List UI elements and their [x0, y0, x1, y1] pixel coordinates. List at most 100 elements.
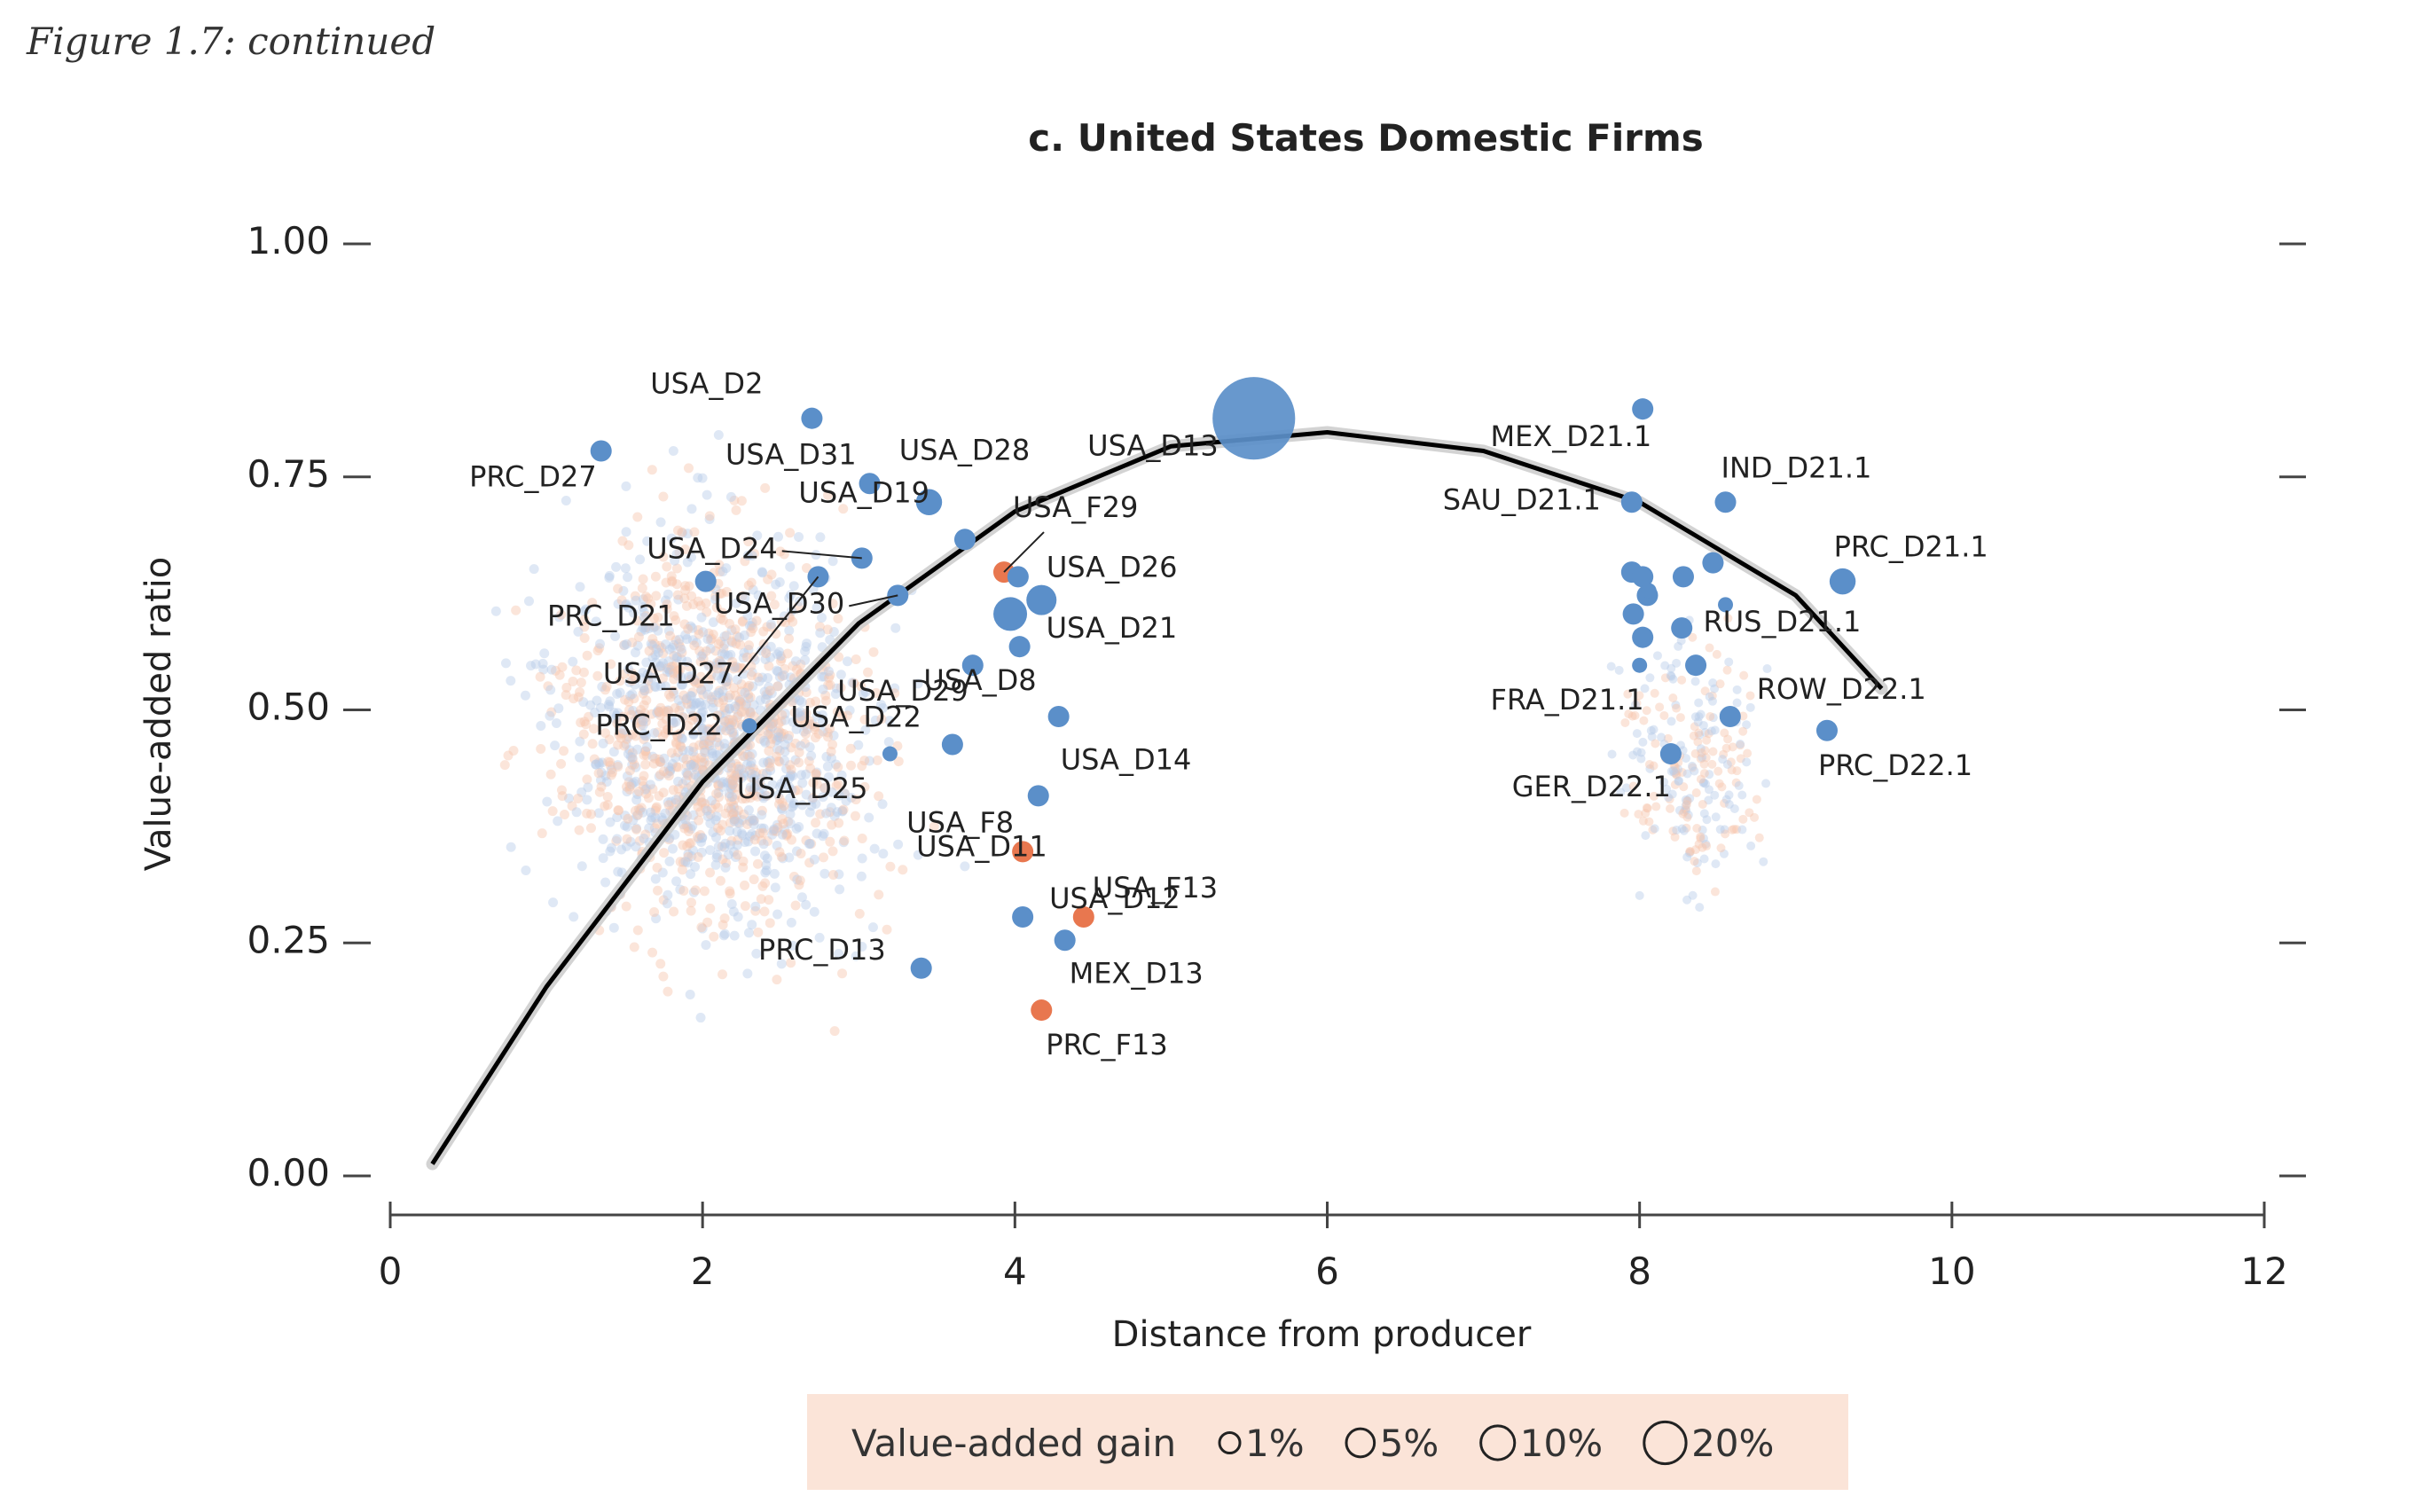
background-point [834, 790, 844, 801]
background-point [785, 561, 796, 572]
background-point [730, 701, 741, 712]
background-point [697, 724, 708, 734]
background-point [639, 708, 650, 718]
background-point [650, 874, 661, 884]
background-point [1685, 794, 1695, 803]
background-point [686, 897, 697, 908]
background-point [624, 705, 635, 716]
background-point [877, 702, 888, 713]
leader-line [849, 594, 898, 607]
background-point [851, 795, 861, 805]
background-point [800, 654, 811, 665]
background-point [779, 801, 789, 811]
background-point [595, 775, 606, 786]
background-point [622, 834, 632, 844]
background-point [630, 647, 640, 658]
data-point [961, 654, 984, 677]
data-label: RUS_D21.1 [1704, 605, 1862, 638]
background-point [790, 900, 801, 911]
background-point [705, 903, 716, 913]
background-point [804, 719, 815, 730]
background-point [796, 659, 806, 670]
background-point [800, 738, 811, 748]
background-point [1700, 779, 1710, 788]
background-point [744, 751, 755, 762]
background-point [594, 759, 605, 770]
background-point [627, 637, 638, 647]
background-point [1690, 712, 1700, 722]
background-point [718, 819, 728, 830]
background-point [821, 808, 832, 819]
background-point [732, 840, 742, 850]
background-point [793, 713, 804, 724]
background-point [745, 760, 756, 771]
background-point [776, 728, 787, 739]
background-point [1698, 842, 1707, 852]
background-point [1697, 748, 1706, 757]
background-point [733, 912, 743, 922]
background-point [732, 768, 742, 779]
background-point [656, 642, 667, 653]
background-point [778, 819, 788, 829]
background-point [775, 651, 786, 662]
background-point [688, 758, 699, 769]
background-point [1636, 754, 1646, 764]
background-point [748, 584, 758, 595]
background-point [811, 696, 821, 707]
background-point [665, 664, 676, 675]
background-point [1645, 764, 1655, 773]
background-point [695, 600, 706, 611]
background-point [703, 739, 714, 749]
background-point [812, 828, 822, 839]
background-point [639, 834, 649, 844]
background-point [1666, 766, 1676, 776]
background-point [661, 577, 671, 588]
background-point [561, 690, 571, 701]
background-point [636, 717, 647, 727]
background-point [686, 851, 697, 862]
background-point [704, 736, 715, 747]
background-point [677, 527, 687, 537]
background-point [608, 708, 619, 718]
background-point [724, 792, 734, 803]
background-point [668, 685, 678, 696]
background-point [666, 533, 677, 544]
background-point [539, 648, 550, 659]
background-point [1691, 788, 1701, 798]
background-point [817, 709, 827, 720]
background-point [669, 639, 679, 650]
background-point [1677, 675, 1687, 685]
background-point [579, 633, 590, 644]
background-point [693, 625, 703, 636]
background-point [592, 695, 602, 706]
data-label: USA_D21 [1047, 611, 1178, 645]
background-point [746, 769, 757, 780]
background-point [702, 490, 712, 500]
background-point [614, 805, 624, 816]
background-point [1759, 857, 1768, 866]
background-point [573, 692, 584, 702]
background-point [1722, 759, 1732, 769]
background-point [743, 644, 754, 654]
background-point [638, 667, 648, 678]
data-label: USA_F13 [1093, 871, 1218, 905]
background-point [749, 771, 760, 781]
background-point [929, 821, 939, 832]
background-point [665, 764, 676, 774]
background-point [1639, 716, 1649, 725]
background-point [718, 643, 729, 654]
background-point [871, 688, 882, 699]
background-point [1630, 700, 1640, 709]
background-point [623, 602, 634, 613]
background-point [808, 778, 819, 788]
background-point [663, 725, 673, 735]
background-point [553, 703, 564, 714]
background-point [725, 725, 735, 735]
background-point [500, 658, 511, 669]
background-point [670, 615, 681, 625]
background-point [632, 640, 643, 651]
background-point [621, 599, 631, 609]
background-point [697, 473, 708, 483]
background-point [638, 716, 648, 726]
background-point [1667, 789, 1677, 799]
